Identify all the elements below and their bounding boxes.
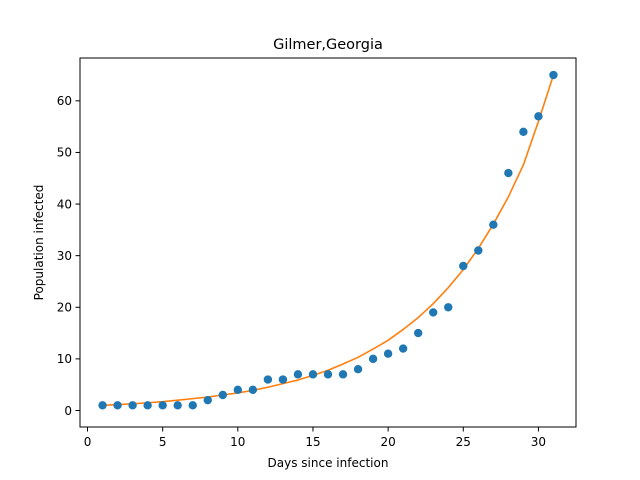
data-point xyxy=(353,364,363,374)
x-axis-label: Days since infection xyxy=(268,456,389,470)
data-point xyxy=(429,308,438,317)
data-point xyxy=(338,370,348,379)
data-point xyxy=(489,220,498,229)
data-point xyxy=(444,303,453,312)
data-point xyxy=(398,344,408,353)
data-point xyxy=(413,328,423,338)
y-tick-label: 40 xyxy=(57,197,72,211)
data-point xyxy=(218,390,227,400)
y-tick-label: 20 xyxy=(57,301,72,315)
data-point xyxy=(128,401,137,410)
data-point xyxy=(113,401,122,410)
x-tick-label: 20 xyxy=(380,435,395,449)
data-point xyxy=(158,401,167,410)
x-tick-label: 5 xyxy=(159,435,167,449)
data-point xyxy=(519,127,528,136)
data-point xyxy=(549,70,558,80)
data-point xyxy=(534,112,543,121)
y-tick-label: 50 xyxy=(57,146,72,160)
data-point xyxy=(188,401,197,410)
data-point xyxy=(368,354,378,364)
y-tick-label: 10 xyxy=(57,352,72,366)
data-point xyxy=(248,385,258,395)
y-axis-label: Population infected xyxy=(32,185,46,301)
plot-area xyxy=(98,70,558,410)
axis-ticks: 0 5 10 15 20 25 30 0 10 20 30 40 50 60 xyxy=(57,94,546,449)
x-tick-label: 10 xyxy=(230,435,245,449)
data-point xyxy=(308,370,318,379)
data-point xyxy=(459,261,468,271)
data-point xyxy=(203,395,212,405)
data-point xyxy=(278,375,288,384)
chart-title: Gilmer,Georgia xyxy=(273,37,383,53)
data-point xyxy=(474,246,483,255)
data-point xyxy=(504,168,513,178)
x-tick-label: 30 xyxy=(531,435,546,449)
data-point xyxy=(173,401,182,410)
axes-frame xyxy=(79,57,577,428)
data-point xyxy=(323,370,333,379)
x-tick-label: 0 xyxy=(84,435,92,449)
data-point xyxy=(293,370,303,379)
x-tick-label: 25 xyxy=(456,435,471,449)
y-tick-label: 60 xyxy=(57,94,72,108)
y-tick-label: 0 xyxy=(64,404,72,418)
data-point xyxy=(143,401,152,410)
data-point xyxy=(383,349,393,358)
data-point xyxy=(98,401,107,410)
data-point xyxy=(263,375,273,384)
data-point xyxy=(233,385,243,395)
y-tick-label: 30 xyxy=(57,249,72,263)
x-tick-label: 15 xyxy=(305,435,320,449)
